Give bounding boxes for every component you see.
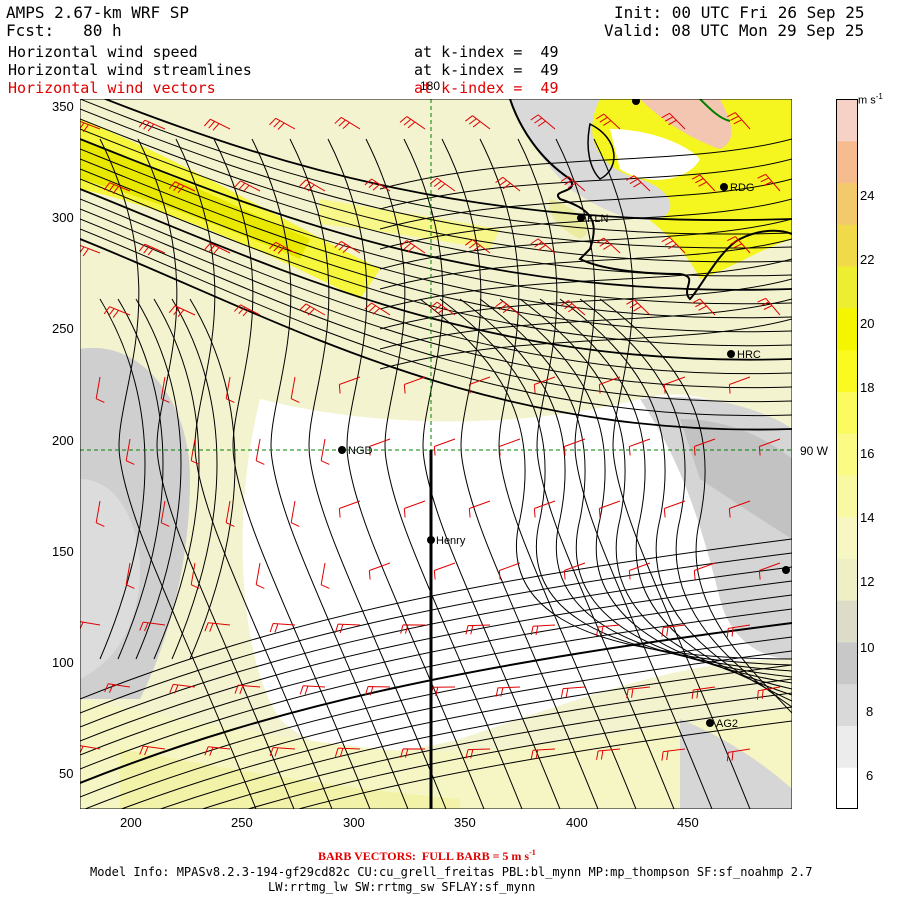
station-henry-marker [427, 536, 435, 544]
colorbar-segment [836, 641, 858, 685]
colorbar-label-20: 20 [860, 316, 875, 331]
colorbar-label-12: 12 [860, 574, 875, 589]
model-info: Model Info: MPASv8.2.3-194-gf29cd82c CU:… [90, 865, 813, 879]
y-tick-100: 100 [52, 655, 74, 670]
x-tick-200: 200 [120, 815, 142, 830]
y-tick-300: 300 [52, 210, 74, 225]
station-rdg-label: RDG [730, 182, 754, 194]
colorbar-segment [836, 600, 858, 643]
station-markers [338, 99, 790, 727]
y-tick-200: 200 [52, 433, 74, 448]
colorbar-segment [836, 558, 858, 601]
station-ag2-label: AG2 [716, 718, 738, 730]
x-tick-300: 300 [343, 815, 365, 830]
barb-legend: BARB VECTORS: FULL BARB = 5 m s-1 [318, 848, 536, 863]
model-title: AMPS 2.67-km WRF SP [6, 3, 190, 22]
station-ngd-marker [338, 446, 346, 454]
meridian-label: 180 [420, 79, 441, 93]
colorbar-segment [836, 140, 858, 184]
station-hrc-label: HRC [737, 349, 761, 361]
colorbar-segment [836, 725, 858, 768]
station-hrc-marker [727, 350, 735, 358]
station-ngd-label: NGD [348, 445, 373, 457]
colorbar-label-18: 18 [860, 380, 875, 395]
coastline [509, 99, 792, 301]
colorbar-units: m s-1 [858, 92, 883, 107]
field-2-name: Horizontal wind streamlines [8, 61, 252, 79]
colorbar-segment [836, 224, 858, 267]
x-tick-450: 450 [677, 815, 699, 830]
colorbar-label-24: 24 [860, 188, 875, 203]
colorbar-segment [836, 182, 858, 225]
y-tick-250: 250 [52, 321, 74, 336]
colorbar-segment [836, 767, 858, 809]
station-rdg-marker [720, 183, 728, 191]
valid-time: Valid: 08 UTC Mon 29 Sep 25 [604, 21, 865, 40]
colorbar-segment [836, 266, 858, 309]
field-1-level: at k-index = 49 [414, 43, 559, 61]
station-ag2-marker [706, 719, 714, 727]
parallel-label: 90 W [800, 444, 829, 458]
y-tick-350: 350 [52, 99, 74, 114]
field-3-name: Horizontal wind vectors [8, 79, 216, 97]
station-kln-marker [577, 214, 585, 222]
init-time: Init: 00 UTC Fri 26 Sep 25 [614, 3, 865, 22]
physics-info: LW:rrtmg_lw SW:rrtmg_sw SFLAY:sf_mynn [268, 880, 536, 894]
y-tick-50: 50 [59, 766, 74, 781]
colorbar-segment [836, 433, 858, 476]
y-tick-150: 150 [52, 544, 74, 559]
x-tick-350: 350 [454, 815, 476, 830]
colorbar-label-10: 10 [860, 640, 875, 655]
field-3-level: at k-index = 49 [414, 79, 559, 97]
colorbar-segment [836, 349, 858, 392]
colorbar-label-8: 8 [866, 704, 874, 719]
colorbar-label-6: 6 [866, 768, 874, 783]
colorbar-segment [836, 99, 858, 142]
colorbar-segment [836, 683, 858, 726]
forecast-hour: Fcst: 80 h [6, 21, 122, 40]
colorbar-label-14: 14 [860, 510, 875, 525]
x-tick-400: 400 [566, 815, 588, 830]
colorbar-label-22: 22 [860, 252, 875, 267]
colorbar-segment [836, 391, 858, 434]
colorbar-segment [836, 307, 858, 351]
x-tick-250: 250 [231, 815, 253, 830]
field-2-level: at k-index = 49 [414, 61, 559, 79]
colorbar-label-16: 16 [860, 446, 875, 461]
field-1-name: Horizontal wind speed [8, 43, 198, 61]
colorbar [836, 99, 858, 809]
wind-map: RDG KLN HRC NGD Henry AG2 [80, 99, 792, 809]
station-kln-label: KLN [587, 213, 608, 225]
colorbar-segment [836, 474, 858, 518]
wind-barbs [80, 112, 781, 762]
station-henry-label: Henry [436, 535, 466, 547]
streamlines [80, 99, 792, 809]
colorbar-segment [836, 516, 858, 559]
